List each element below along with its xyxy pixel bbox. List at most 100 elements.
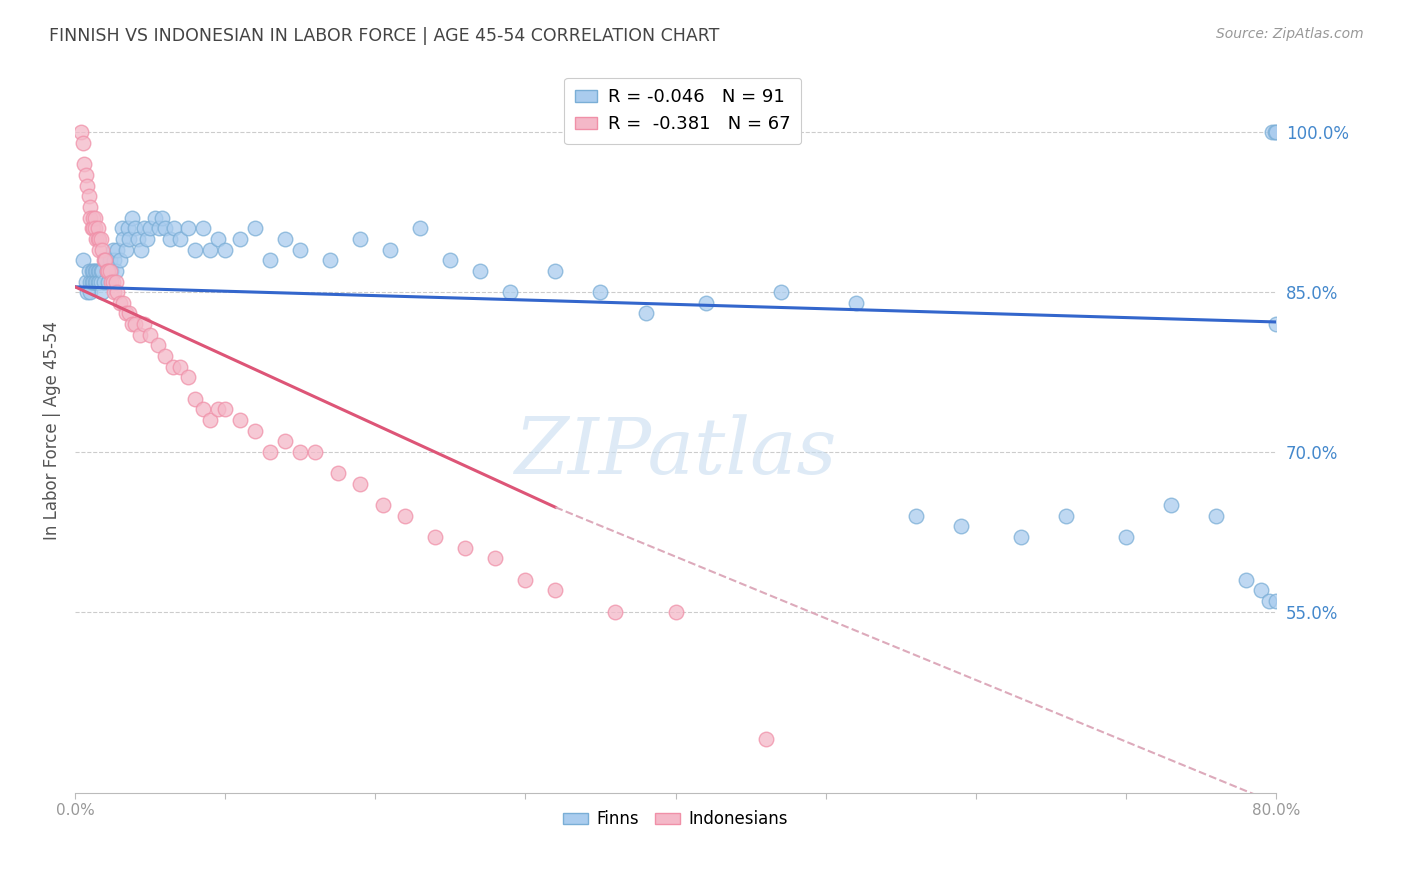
Text: ZIPatlas: ZIPatlas [515, 414, 837, 491]
Point [86, 232, 108, 246]
Point [634, 306, 657, 320]
Point [100, 275, 122, 289]
Point [243, 424, 266, 438]
Point [128, 327, 150, 342]
Point [1054, 508, 1077, 523]
Point [319, 253, 342, 268]
Point [96, 264, 118, 278]
Point [207, 402, 229, 417]
Point [664, 605, 686, 619]
Point [243, 221, 266, 235]
Point [76, 178, 98, 193]
Point [115, 306, 138, 320]
Point [484, 551, 506, 566]
Point [949, 519, 972, 533]
Point [153, 221, 176, 235]
Point [73, 157, 96, 171]
Point [90, 264, 112, 278]
Point [93, 275, 115, 289]
Point [184, 392, 207, 406]
Point [94, 253, 117, 268]
Point [91, 243, 114, 257]
Y-axis label: In Labor Force | Age 45-54: In Labor Force | Age 45-54 [44, 321, 60, 540]
Point [101, 275, 124, 289]
Point [103, 285, 125, 300]
Point [176, 221, 198, 235]
Point [86, 221, 108, 235]
Point [198, 413, 221, 427]
Point [191, 221, 214, 235]
Point [118, 232, 141, 246]
Point [80, 264, 103, 278]
Point [146, 338, 169, 352]
Point [769, 285, 792, 300]
Point [515, 573, 537, 587]
Point [229, 413, 252, 427]
Point [79, 285, 101, 300]
Point [70, 125, 93, 139]
Point [439, 253, 461, 268]
Point [214, 402, 236, 417]
Point [1260, 125, 1282, 139]
Point [499, 285, 522, 300]
Point [394, 508, 416, 523]
Point [91, 285, 114, 300]
Point [229, 232, 252, 246]
Point [104, 264, 127, 278]
Point [124, 221, 146, 235]
Point [118, 306, 141, 320]
Point [544, 264, 567, 278]
Point [117, 221, 139, 235]
Point [105, 243, 128, 257]
Point [148, 221, 170, 235]
Point [1115, 530, 1137, 544]
Point [425, 530, 447, 544]
Point [98, 253, 121, 268]
Point [184, 243, 207, 257]
Point [290, 445, 312, 459]
Text: FINNISH VS INDONESIAN IN LABOR FORCE | AGE 45-54 CORRELATION CHART: FINNISH VS INDONESIAN IN LABOR FORCE | A… [49, 27, 720, 45]
Point [259, 445, 281, 459]
Point [755, 732, 778, 747]
Point [87, 243, 110, 257]
Point [83, 221, 105, 235]
Point [274, 232, 297, 246]
Point [87, 232, 110, 246]
Point [1010, 530, 1032, 544]
Point [84, 264, 107, 278]
Point [79, 275, 101, 289]
Point [103, 253, 125, 268]
Point [1205, 508, 1227, 523]
Point [454, 541, 477, 555]
Point [80, 275, 103, 289]
Point [544, 583, 567, 598]
Point [84, 275, 107, 289]
Point [105, 285, 128, 300]
Point [409, 221, 432, 235]
Text: Source: ZipAtlas.com: Source: ZipAtlas.com [1216, 27, 1364, 41]
Point [127, 232, 149, 246]
Point [380, 243, 402, 257]
Point [115, 243, 138, 257]
Point [845, 295, 868, 310]
Point [214, 243, 236, 257]
Point [80, 221, 103, 235]
Point [90, 232, 112, 246]
Point [82, 275, 104, 289]
Point [98, 264, 121, 278]
Point [97, 264, 120, 278]
Point [139, 327, 162, 342]
Point [91, 264, 114, 278]
Point [191, 402, 214, 417]
Point [605, 605, 627, 619]
Point [132, 317, 155, 331]
Point [83, 264, 105, 278]
Point [1257, 594, 1279, 608]
Point [1265, 317, 1288, 331]
Point [77, 264, 100, 278]
Point [79, 211, 101, 225]
Point [75, 168, 97, 182]
Point [176, 370, 198, 384]
Point [129, 243, 152, 257]
Point [77, 189, 100, 203]
